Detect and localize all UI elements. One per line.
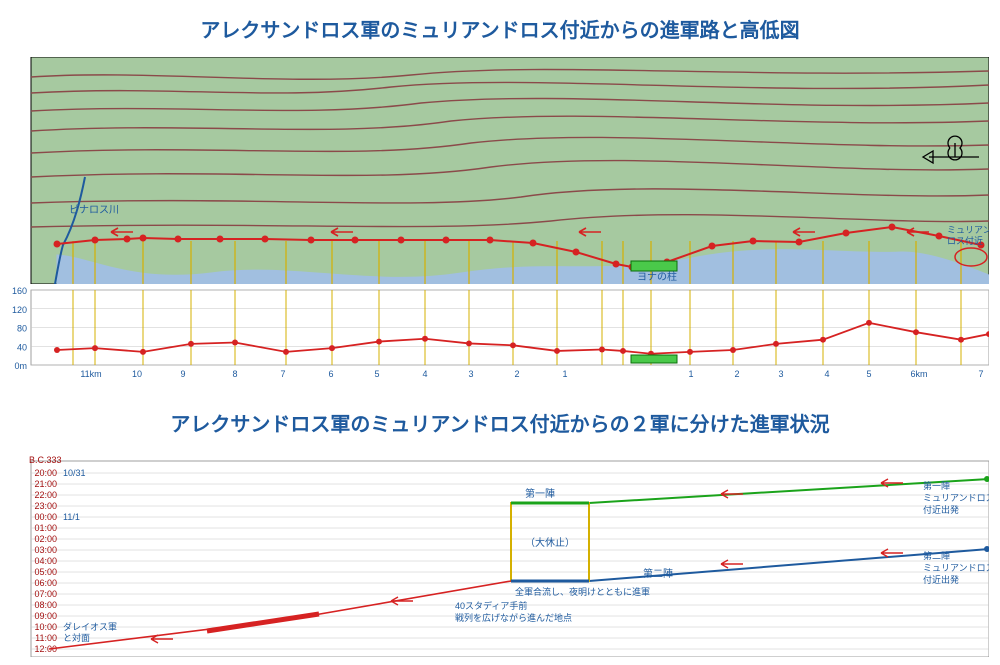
x-tick-label: 6 — [328, 369, 333, 379]
x-tick-label: 1 — [688, 369, 693, 379]
x-tick-label: 7 — [280, 369, 285, 379]
hour-label: 11:00 — [35, 633, 57, 643]
hour-label: 06:00 — [34, 578, 57, 588]
y-tick-label: 0m — [14, 361, 27, 371]
hour-label: 05:00 — [34, 567, 57, 577]
date-label: 10/31 — [63, 468, 86, 478]
date-label: 11/1 — [63, 512, 80, 522]
svg-text:ダレイオス軍: ダレイオス軍 — [63, 621, 117, 632]
hour-label: 00:00 — [34, 512, 57, 522]
right-label: ミュリアンド — [947, 225, 989, 235]
svg-text:戦列を広げながら進んだ地点: 戦列を広げながら進んだ地点 — [455, 612, 572, 623]
svg-text:付近出発: 付近出発 — [923, 574, 959, 585]
svg-text:付近出発: 付近出発 — [923, 504, 959, 515]
svg-text:と対面: と対面 — [63, 632, 90, 643]
hour-label: 10:00 — [34, 622, 57, 632]
svg-text:ロス付近: ロス付近 — [947, 235, 983, 246]
x-tick-label: 5 — [374, 369, 379, 379]
y-tick-label: 120 — [12, 305, 27, 315]
svg-text:ミュリアンドロス: ミュリアンドロス — [923, 563, 989, 573]
svg-text:ミュリアンドロス: ミュリアンドロス — [923, 493, 989, 503]
x-tick-label: 4 — [824, 369, 829, 379]
group2-label: 第二陣 — [643, 567, 673, 580]
hour-label: 01:00 — [34, 523, 57, 533]
x-tick-label: 8 — [232, 369, 237, 379]
elevation-chart: 0m 40 80 120 160 11km 10 9 8 7 6 5 4 3 2 1 1 2 3 4 5 6km 7 — [11, 284, 989, 380]
hour-label: 20:00 — [34, 468, 57, 478]
x-tick-label: 1 — [562, 369, 567, 379]
hour-label: 22:00 — [34, 490, 57, 500]
route-map: ピナロス川ヨナの柱 ミュリアンドロス付近 — [11, 57, 989, 284]
x-tick-label: 11km — [80, 369, 101, 379]
timeline-chart: B.C.333 20:0021:0022:0023:0000:0001:0002:… — [11, 451, 989, 657]
y-tick-label: 40 — [17, 342, 27, 352]
x-tick-label: 2 — [514, 369, 519, 379]
x-tick-label: 3 — [778, 369, 783, 379]
hour-label: 07:00 — [34, 589, 57, 599]
x-tick-label: 3 — [468, 369, 473, 379]
bc-label: B.C.333 — [29, 455, 62, 465]
hour-label: 04:00 — [34, 556, 57, 566]
y-tick-label: 80 — [17, 324, 27, 334]
x-tick-label: 7 — [978, 369, 983, 379]
hour-label: 03:00 — [34, 545, 57, 555]
rest-label: （大休止） — [525, 536, 575, 549]
hour-label: 08:00 — [34, 600, 57, 610]
x-tick-label: 10 — [132, 369, 142, 379]
merge-label: 全軍合流し、夜明けとともに進軍 — [515, 586, 650, 597]
hour-label: 23:00 — [34, 501, 57, 511]
title-bottom: アレクサンドロス軍のミュリアンドロス付近からの２軍に分けた進軍状況 — [0, 408, 1000, 437]
y-tick-label: 160 — [12, 286, 27, 296]
stadia-label: 40スタディア手前 — [455, 600, 527, 611]
yona-label: ヨナの柱 — [637, 270, 677, 283]
x-tick-label: 5 — [866, 369, 871, 379]
x-tick-label: 2 — [734, 369, 739, 379]
hour-label: 09:00 — [34, 611, 57, 621]
x-tick-label: 4 — [422, 369, 427, 379]
hour-label: 02:00 — [34, 534, 57, 544]
group1-label: 第一陣 — [525, 487, 555, 500]
title-top: アレクサンドロス軍のミュリアンドロス付近からの進軍路と高低図 — [0, 14, 1000, 43]
x-tick-label: 9 — [180, 369, 185, 379]
svg-text:第二陣: 第二陣 — [923, 550, 950, 561]
svg-text:第一陣: 第一陣 — [923, 480, 950, 491]
x-tick-label: 6km — [910, 369, 927, 379]
river-label: ピナロス川 — [69, 204, 119, 216]
hour-label: 21:00 — [34, 479, 57, 489]
